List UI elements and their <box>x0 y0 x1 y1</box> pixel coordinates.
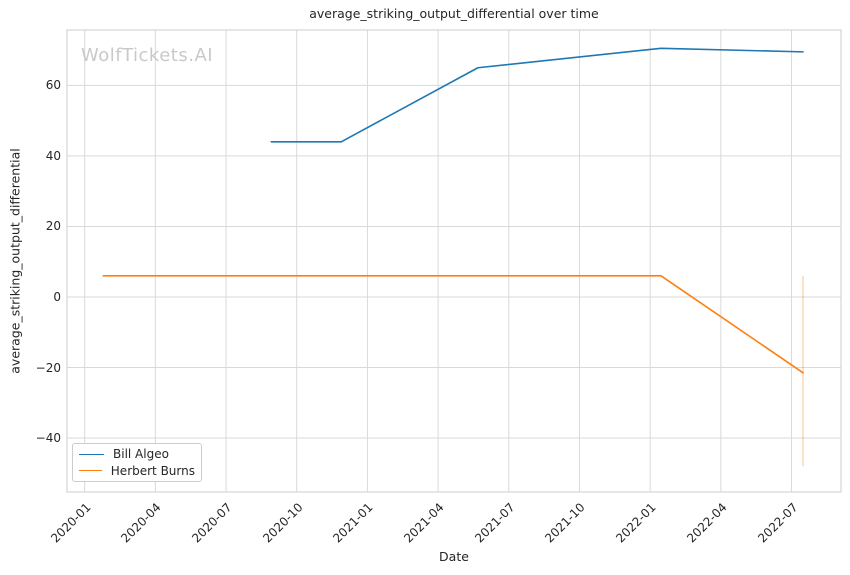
y-axis-label: average_striking_output_differential <box>7 148 23 374</box>
legend-line-sample-blue <box>79 453 104 455</box>
y-tick-label: −40 <box>35 431 61 446</box>
series-line-herbert-burns <box>102 275 804 374</box>
x-axis-label: Date <box>439 549 469 564</box>
y-tick-label: −20 <box>35 360 61 375</box>
chart-title: average_striking_output_differential ove… <box>309 6 599 21</box>
plot-border <box>66 29 842 493</box>
legend: Bill Algeo Herbert Burns <box>72 443 202 482</box>
legend-label: Herbert Burns <box>110 463 195 478</box>
y-tick-label: 40 <box>45 148 61 163</box>
legend-entry-bill-algeo: Bill Algeo <box>79 446 195 463</box>
legend-entry-herbert-burns: Herbert Burns <box>79 463 195 480</box>
y-tick-label: 20 <box>45 219 61 234</box>
series-line-bill-algeo <box>270 47 804 143</box>
watermark: WolfTickets.AI <box>81 45 214 66</box>
y-tick-label: 0 <box>53 289 61 304</box>
legend-line-sample-orange <box>79 470 102 472</box>
y-tick-label: 60 <box>45 78 61 93</box>
legend-label: Bill Algeo <box>113 447 169 462</box>
